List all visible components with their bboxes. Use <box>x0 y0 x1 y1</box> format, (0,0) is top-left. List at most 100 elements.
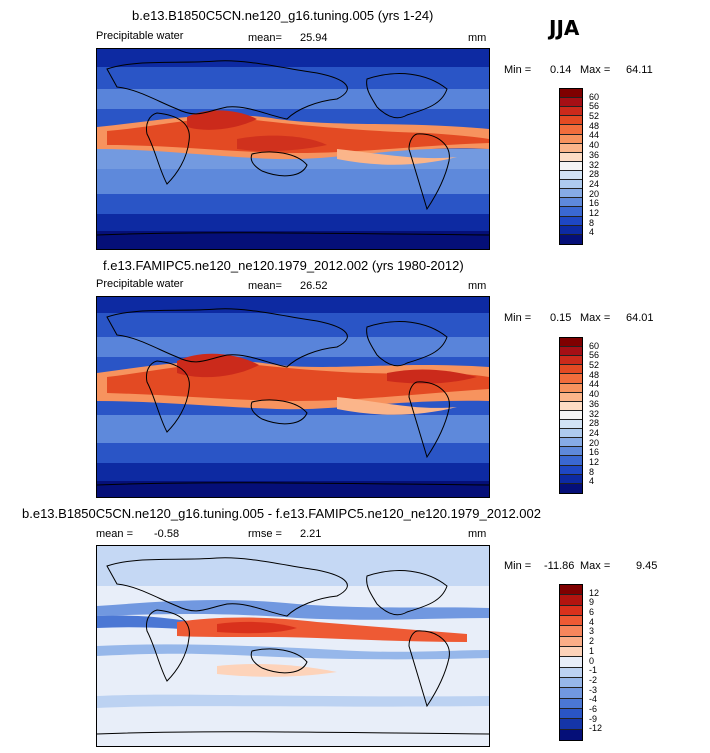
colorbar-tick-label: 48 <box>589 369 600 380</box>
panel3-min-label: Min = <box>504 560 532 572</box>
colorbar-tick-label: 4 <box>589 227 595 238</box>
colorbar-tick-label: 2 <box>589 636 595 647</box>
colorbar-tick-label: 32 <box>589 159 600 170</box>
colorbar-segment <box>560 374 582 384</box>
colorbar-tick-label: 40 <box>589 389 600 400</box>
panel2-title: f.e13.FAMIPC5.ne120_ne120.1979_2012.002 … <box>103 258 464 273</box>
panel3-max-label: Max = <box>580 560 611 572</box>
colorbar-segment <box>560 456 582 466</box>
panel1-map <box>96 48 490 250</box>
panel3-colorbar <box>559 584 583 741</box>
colorbar-tick-label: 12 <box>589 587 600 598</box>
colorbar-segment <box>560 719 582 730</box>
colorbar-segment <box>560 225 582 235</box>
colorbar-tick-label: 48 <box>589 120 600 131</box>
colorbar-segment <box>560 585 582 596</box>
colorbar-tick-label: -4 <box>589 694 598 705</box>
colorbar-tick-label: 52 <box>589 360 600 371</box>
colorbar-segment <box>560 134 582 144</box>
colorbar-segment <box>560 98 582 108</box>
panel2-mean-value: 26.52 <box>300 280 328 292</box>
panel3-mean-value: -0.58 <box>154 528 180 540</box>
panel2-map-field <box>97 297 489 497</box>
panel1-min-value: 0.14 <box>550 64 572 76</box>
colorbar-segment <box>560 483 582 493</box>
panel1-min-label: Min = <box>504 64 532 76</box>
panel3-map <box>96 545 490 747</box>
panel1-unit: mm <box>468 32 487 44</box>
colorbar-segment <box>560 657 582 668</box>
panel1-colorbar <box>559 88 583 245</box>
colorbar-tick-label: 20 <box>589 188 600 199</box>
colorbar-tick-label: 60 <box>589 340 600 351</box>
colorbar-segment <box>560 677 582 689</box>
colorbar-tick-label: -6 <box>589 703 598 714</box>
colorbar-segment <box>560 161 582 171</box>
colorbar-tick-label: 44 <box>589 130 600 141</box>
colorbar-tick-label: 16 <box>589 447 600 458</box>
colorbar-tick-label: 44 <box>589 379 600 390</box>
colorbar-tick-label: 24 <box>589 427 600 438</box>
colorbar-tick-label: 20 <box>589 437 600 448</box>
colorbar-tick-label: 4 <box>589 616 595 627</box>
colorbar-segment <box>560 667 582 678</box>
colorbar-tick-label: 3 <box>589 626 595 637</box>
colorbar-tick-label: 12 <box>589 207 600 218</box>
panel1-max-label: Max = <box>580 64 611 76</box>
colorbar-segment <box>560 646 582 658</box>
colorbar-segment <box>560 116 582 126</box>
panel2-variable: Precipitable water <box>96 278 184 290</box>
colorbar-tick-label: 28 <box>589 169 600 180</box>
panel2-map <box>96 296 490 498</box>
panel3-title: b.e13.B1850C5CN.ne120_g16.tuning.005 - f… <box>22 506 541 521</box>
panel3-rmse-label: rmse = <box>248 528 282 540</box>
panel2-min-value: 0.15 <box>550 312 572 324</box>
colorbar-tick-label: 40 <box>589 140 600 151</box>
panel2-mean-label: mean= <box>248 280 282 292</box>
season-label: JJA <box>549 16 580 40</box>
colorbar-segment <box>560 626 582 637</box>
colorbar-segment <box>560 474 582 484</box>
panel1-variable: Precipitable water <box>96 30 184 42</box>
panel3-map-field <box>97 546 489 746</box>
colorbar-segment <box>560 605 582 616</box>
colorbar-segment <box>560 429 582 439</box>
colorbar-segment <box>560 89 582 99</box>
colorbar-segment <box>560 636 582 647</box>
colorbar-segment <box>560 595 582 606</box>
panel1-map-field <box>97 49 489 249</box>
colorbar-tick-label: 1 <box>589 645 595 656</box>
colorbar-tick-label: 52 <box>589 111 600 122</box>
panel3-max-value: 9.45 <box>636 560 658 572</box>
colorbar-segment <box>560 419 582 430</box>
colorbar-tick-label: 32 <box>589 408 600 419</box>
panel3-rmse-value: 2.21 <box>300 528 322 540</box>
colorbar-tick-label: 4 <box>589 476 595 487</box>
panel1-max-value: 64.11 <box>626 64 653 76</box>
colorbar-tick-label: -1 <box>589 665 598 676</box>
colorbar-segment <box>560 410 582 420</box>
colorbar-segment <box>560 347 582 357</box>
colorbar-tick-label: 56 <box>589 350 600 361</box>
colorbar-segment <box>560 189 582 199</box>
colorbar-segment <box>560 615 582 627</box>
colorbar-segment <box>560 152 582 162</box>
panel3-unit: mm <box>468 528 487 540</box>
colorbar-tick-label: -3 <box>589 684 598 695</box>
colorbar-segment <box>560 708 582 720</box>
colorbar-tick-label: 8 <box>589 217 595 228</box>
panel3-mean-label: mean = <box>96 528 133 540</box>
colorbar-tick-label: 36 <box>589 398 600 409</box>
panel2-min-label: Min = <box>504 312 532 324</box>
colorbar-segment <box>560 438 582 448</box>
colorbar-tick-label: 36 <box>589 149 600 160</box>
colorbar-tick-label: 0 <box>589 655 595 666</box>
colorbar-tick-label: 56 <box>589 101 600 112</box>
colorbar-segment <box>560 234 582 244</box>
colorbar-tick-label: 24 <box>589 178 600 189</box>
colorbar-segment <box>560 729 582 740</box>
colorbar-segment <box>560 365 582 375</box>
colorbar-segment <box>560 383 582 393</box>
colorbar-segment <box>560 207 582 217</box>
colorbar-segment <box>560 447 582 457</box>
